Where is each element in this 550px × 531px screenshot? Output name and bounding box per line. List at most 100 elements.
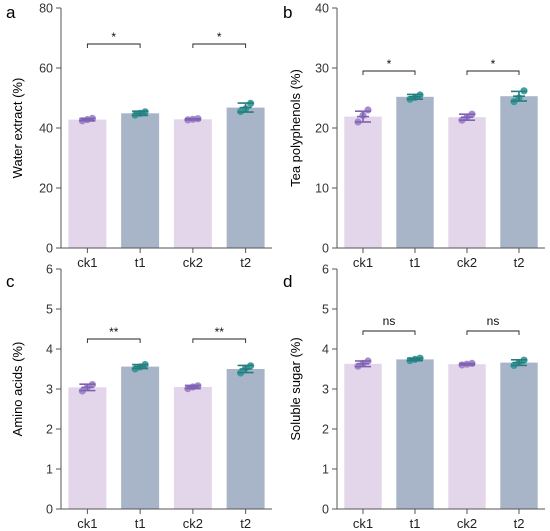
bar-t2 xyxy=(500,362,538,509)
y-tick-label: 5 xyxy=(322,303,329,317)
y-axis-label: Soluble sugar (%) xyxy=(288,337,303,440)
y-tick-label: 60 xyxy=(39,62,53,76)
bar-t2 xyxy=(226,107,265,248)
bar-ck1 xyxy=(68,119,107,248)
y-tick-label: 40 xyxy=(39,122,53,136)
y-tick-label: 4 xyxy=(46,343,53,357)
y-tick-label: 3 xyxy=(322,383,329,397)
x-tick-label: t1 xyxy=(135,255,146,270)
significance-bracket xyxy=(192,338,247,343)
error-bar xyxy=(355,110,371,123)
x-tick-label: ck1 xyxy=(353,516,373,531)
y-tick-label: 0 xyxy=(46,242,53,256)
y-tick-label: 10 xyxy=(315,182,329,196)
bar-ck2 xyxy=(173,119,212,248)
y-tick-label: 1 xyxy=(322,463,329,477)
y-tick-label: 2 xyxy=(46,423,53,437)
bar-ck1 xyxy=(68,387,107,509)
error-bar xyxy=(355,360,371,368)
significance-label: * xyxy=(387,57,392,71)
significance-label: ** xyxy=(215,325,225,339)
error-bar xyxy=(459,362,475,366)
error-bar xyxy=(79,117,96,122)
bar-t2 xyxy=(500,96,538,248)
panel-letter: b xyxy=(283,3,292,22)
y-tick-label: 0 xyxy=(46,503,53,517)
significance-bracket xyxy=(192,43,247,48)
y-tick-label: 0 xyxy=(322,503,329,517)
panel-a: a Water extract (%) 0 20 40 60 80 ck1 t1 ck2 t2 * * xyxy=(6,2,272,270)
panel-letter: a xyxy=(6,3,16,22)
panel-c: c Amino acids (%) 0 1 2 3 4 5 6 ck1 t1 ck2 t2 ** ** xyxy=(6,263,272,531)
y-tick-label: 3 xyxy=(46,383,53,397)
y-tick-label: 6 xyxy=(322,263,329,277)
panel-d: d Soluble sugar (%) 0 1 2 3 4 5 6 ck1 t1 ck2 t2 ns ns xyxy=(283,263,545,531)
x-tick-label: t2 xyxy=(240,255,251,270)
significance-bracket xyxy=(362,70,416,75)
significance-label: ns xyxy=(487,314,500,328)
panel-letter: c xyxy=(6,272,15,291)
y-tick-label: 5 xyxy=(46,303,53,317)
y-axis-label: Tea polyphenols (%) xyxy=(288,69,303,187)
significance-bracket xyxy=(86,338,141,343)
y-tick-label: 20 xyxy=(315,122,329,136)
significance-label: * xyxy=(217,30,222,44)
y-tick-label: 4 xyxy=(322,343,329,357)
bar-ck1 xyxy=(344,116,382,248)
x-tick-label: t2 xyxy=(240,516,251,531)
x-tick-label: ck2 xyxy=(183,516,203,531)
y-tick-label: 0 xyxy=(322,242,329,256)
y-tick-label: 30 xyxy=(315,62,329,76)
y-tick-label: 80 xyxy=(39,2,53,16)
bar-t1 xyxy=(396,359,434,509)
error-bar xyxy=(511,358,527,367)
bar-t1 xyxy=(121,366,160,509)
y-axis-label: Water extract (%) xyxy=(10,78,25,179)
error-bar xyxy=(459,113,475,121)
y-tick-label: 2 xyxy=(322,423,329,437)
y-tick-label: 40 xyxy=(315,2,329,16)
bar-t1 xyxy=(121,113,160,248)
significance-bracket xyxy=(466,330,520,335)
y-tick-label: 1 xyxy=(46,463,53,477)
bar-ck2 xyxy=(448,117,486,248)
data-point xyxy=(364,106,372,114)
x-tick-label: ck1 xyxy=(77,255,97,270)
bar-t1 xyxy=(396,96,434,248)
significance-label: ns xyxy=(383,314,396,328)
x-tick-label: ck1 xyxy=(77,516,97,531)
significance-bracket xyxy=(466,70,520,75)
bar-t2 xyxy=(226,369,265,509)
bar-ck2 xyxy=(173,387,212,509)
x-tick-label: t1 xyxy=(410,516,421,531)
error-bar xyxy=(237,364,254,374)
x-tick-label: ck2 xyxy=(183,255,203,270)
error-bar xyxy=(79,383,96,392)
significance-label: * xyxy=(111,30,116,44)
significance-label: ** xyxy=(109,325,119,339)
error-bar xyxy=(132,110,149,117)
error-bar xyxy=(132,363,149,370)
y-axis-label: Amino acids (%) xyxy=(10,342,25,437)
panel-b: b Tea polyphenols (%) 0 10 20 30 40 ck1 t1 ck2 t2 *… xyxy=(283,2,545,270)
panel-letter: d xyxy=(283,272,292,291)
significance-bracket xyxy=(86,43,141,48)
y-tick-label: 6 xyxy=(46,263,53,277)
error-bar xyxy=(407,357,423,362)
error-bar xyxy=(407,93,423,100)
x-tick-label: ck2 xyxy=(457,255,477,270)
bar-ck1 xyxy=(344,363,382,509)
error-bar xyxy=(184,384,201,390)
bar-ck2 xyxy=(448,364,486,509)
x-tick-label: t2 xyxy=(514,255,525,270)
y-tick-label: 20 xyxy=(39,182,53,196)
x-tick-label: t1 xyxy=(410,255,421,270)
x-tick-label: ck1 xyxy=(353,255,373,270)
significance-label: * xyxy=(491,57,496,71)
x-tick-label: ck2 xyxy=(457,516,477,531)
error-bar xyxy=(184,117,201,121)
x-tick-label: t2 xyxy=(514,516,525,531)
error-bar xyxy=(511,90,527,102)
x-tick-label: t1 xyxy=(135,516,146,531)
